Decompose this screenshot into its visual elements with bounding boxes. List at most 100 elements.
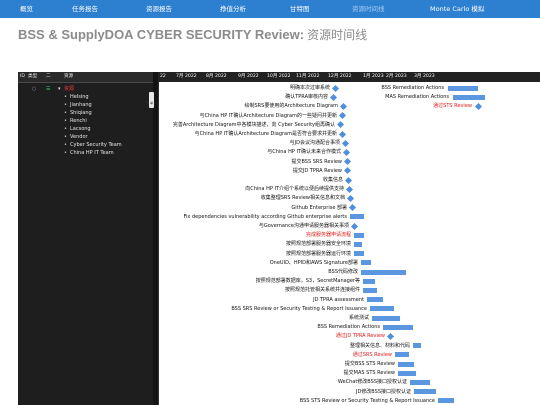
- task-label: 提交BSS STS Review: [344, 361, 395, 367]
- month-label: 11月 2022: [296, 74, 320, 79]
- resource-name: 资源: [64, 86, 75, 92]
- header-resource: 资源: [64, 74, 74, 79]
- resource-bullet-icon: •: [64, 142, 67, 148]
- resource-bullet-icon: •: [64, 94, 67, 100]
- task-bar[interactable]: [372, 315, 400, 321]
- resource-row[interactable]: • Cyber Security Team: [18, 141, 153, 149]
- task-milestone[interactable]: [344, 176, 353, 184]
- task-label: 通过JD TPRA Review: [335, 333, 385, 340]
- task-bar[interactable]: [367, 297, 383, 303]
- task-milestone[interactable]: [331, 84, 340, 92]
- task-bar[interactable]: [395, 352, 409, 358]
- resource-tree-panel: ID 类型 二 资源 ○ ☰ ▾ 资源 • Helsing • Jianhang • Shiqia…: [18, 72, 153, 405]
- task-label: 与China HP IT确认Architecture Diagram的一些疑问并…: [199, 112, 337, 119]
- resource-row[interactable]: • Shiqiang: [18, 109, 153, 117]
- task-label: BSS SRS Review or Security Testing & Rep…: [231, 305, 367, 312]
- task-milestone[interactable]: [474, 102, 483, 110]
- task-milestone[interactable]: [346, 194, 355, 202]
- task-milestone[interactable]: [338, 130, 347, 138]
- resource-row[interactable]: ○ ☰ ▾ 资源: [18, 85, 153, 93]
- task-label: 与China HP IT确认Architecture Diagram是否符合要求…: [194, 131, 337, 137]
- task-bar[interactable]: [383, 324, 413, 330]
- resource-row[interactable]: • Lacsong: [18, 125, 153, 133]
- task-label: 按照规范部署服务器安全环境: [285, 241, 351, 248]
- resource-timeline-panel: ID 类型 二 资源 ○ ☰ ▾ 资源 • Helsing • Jianhang • Shiqia…: [18, 72, 540, 405]
- resource-name: Shiqiang: [70, 110, 92, 116]
- task-label: Fix dependencies vulnerability according…: [183, 213, 347, 220]
- page-title-text: BSS & SupplyDOA CYBER SECURITY Review:: [18, 27, 305, 42]
- task-bar[interactable]: [414, 389, 436, 395]
- task-milestone[interactable]: [342, 148, 351, 156]
- task-bar[interactable]: [354, 251, 364, 257]
- task-milestone[interactable]: [341, 139, 350, 147]
- resource-name: Renchi: [70, 118, 87, 124]
- timeline-chart: 22 7月 2022 8月 2022 9月 2022 10月 2022 11月 2022 1…: [158, 72, 540, 405]
- task-milestone[interactable]: [339, 102, 348, 110]
- resource-row[interactable]: • Jianhang: [18, 101, 153, 109]
- month-label: 7月 2022: [176, 74, 197, 79]
- resource-bullet-icon: •: [64, 134, 67, 140]
- task-bar[interactable]: [361, 269, 406, 275]
- task-bar[interactable]: [370, 306, 394, 312]
- task-milestone[interactable]: [345, 185, 354, 193]
- task-milestone[interactable]: [348, 204, 357, 212]
- collapse-chevron-icon[interactable]: ▾: [58, 86, 61, 92]
- task-bar[interactable]: [350, 214, 364, 220]
- resource-tree-header: ID 类型 二 资源: [18, 72, 153, 83]
- gantt-toggle-handle[interactable]: 甘特图: [146, 92, 158, 108]
- resource-bullet-icon: •: [64, 150, 67, 156]
- task-bar[interactable]: [448, 85, 478, 91]
- task-milestone[interactable]: [343, 167, 352, 175]
- nav-tab-2[interactable]: 资源报告: [146, 5, 172, 13]
- resource-row[interactable]: • Renchi: [18, 117, 153, 125]
- task-bar[interactable]: [363, 287, 377, 293]
- gantt-toggle-label: 甘特图: [145, 101, 158, 105]
- task-bar[interactable]: [354, 241, 362, 247]
- task-label: OneUID、HPID和AWS Signature部署: [269, 259, 358, 266]
- task-bar[interactable]: [438, 398, 454, 404]
- nav-tab-3[interactable]: 挣值分析: [220, 5, 246, 13]
- nav-tab-1[interactable]: 任务报告: [72, 5, 98, 13]
- task-bar[interactable]: [410, 379, 430, 385]
- nav-tab-0[interactable]: 概览: [20, 5, 33, 13]
- task-milestone[interactable]: [343, 158, 352, 166]
- task-label: BSS STS Review or Security Testing & Rep…: [299, 397, 435, 404]
- resource-bullet-icon: •: [64, 126, 67, 132]
- resource-row[interactable]: • Helsing: [18, 93, 153, 101]
- task-milestone[interactable]: [386, 332, 395, 340]
- page-title: BSS & SupplyDOA CYBER SECURITY Review: 资源…: [18, 26, 367, 43]
- task-milestone[interactable]: [338, 112, 347, 120]
- task-label: 收集信息: [322, 177, 343, 183]
- task-bar[interactable]: [453, 94, 485, 100]
- task-label: 确认TPRA审核内容: [285, 94, 328, 101]
- resource-name: Lacsong: [70, 126, 91, 132]
- task-bar[interactable]: [361, 260, 371, 266]
- nav-tab-5[interactable]: 资源时间线: [352, 5, 385, 13]
- task-bar[interactable]: [413, 343, 421, 349]
- timeline-left-rule: [158, 82, 159, 405]
- task-label: 明确本次过审系统: [289, 85, 330, 91]
- task-label: JD TPRA assessment: [313, 296, 364, 303]
- page-subtitle: 资源时间线: [307, 28, 368, 42]
- task-label: BSS代码修改: [328, 269, 358, 275]
- task-bar[interactable]: [398, 370, 416, 376]
- month-label: 22: [160, 74, 166, 79]
- task-bar[interactable]: [398, 361, 414, 367]
- month-label: 3月 2023: [414, 74, 435, 79]
- task-label: JD修改BSS接口授权认证: [355, 388, 411, 395]
- resource-row[interactable]: • China HP IT Team: [18, 149, 153, 157]
- task-label: 向China HP IT介绍个系统以便后续提供支持: [245, 186, 344, 193]
- task-bar[interactable]: [354, 232, 364, 238]
- panel-divider[interactable]: [153, 72, 158, 405]
- task-milestone[interactable]: [336, 121, 345, 129]
- task-label: 按照规范部署数据库，S3，SecretManager等: [255, 278, 360, 285]
- resource-bullet-icon: •: [64, 102, 67, 108]
- task-bar[interactable]: [363, 278, 375, 284]
- task-milestone[interactable]: [350, 222, 359, 230]
- nav-tab-4[interactable]: 甘特图: [290, 5, 310, 13]
- task-milestone[interactable]: [329, 93, 338, 101]
- resource-row[interactable]: • Vendor: [18, 133, 153, 141]
- task-label: 与JD会议沟通配合事项: [289, 140, 340, 147]
- header-flag: 二: [46, 74, 51, 79]
- nav-tab-6[interactable]: Monte Carlo 模拟: [430, 5, 485, 13]
